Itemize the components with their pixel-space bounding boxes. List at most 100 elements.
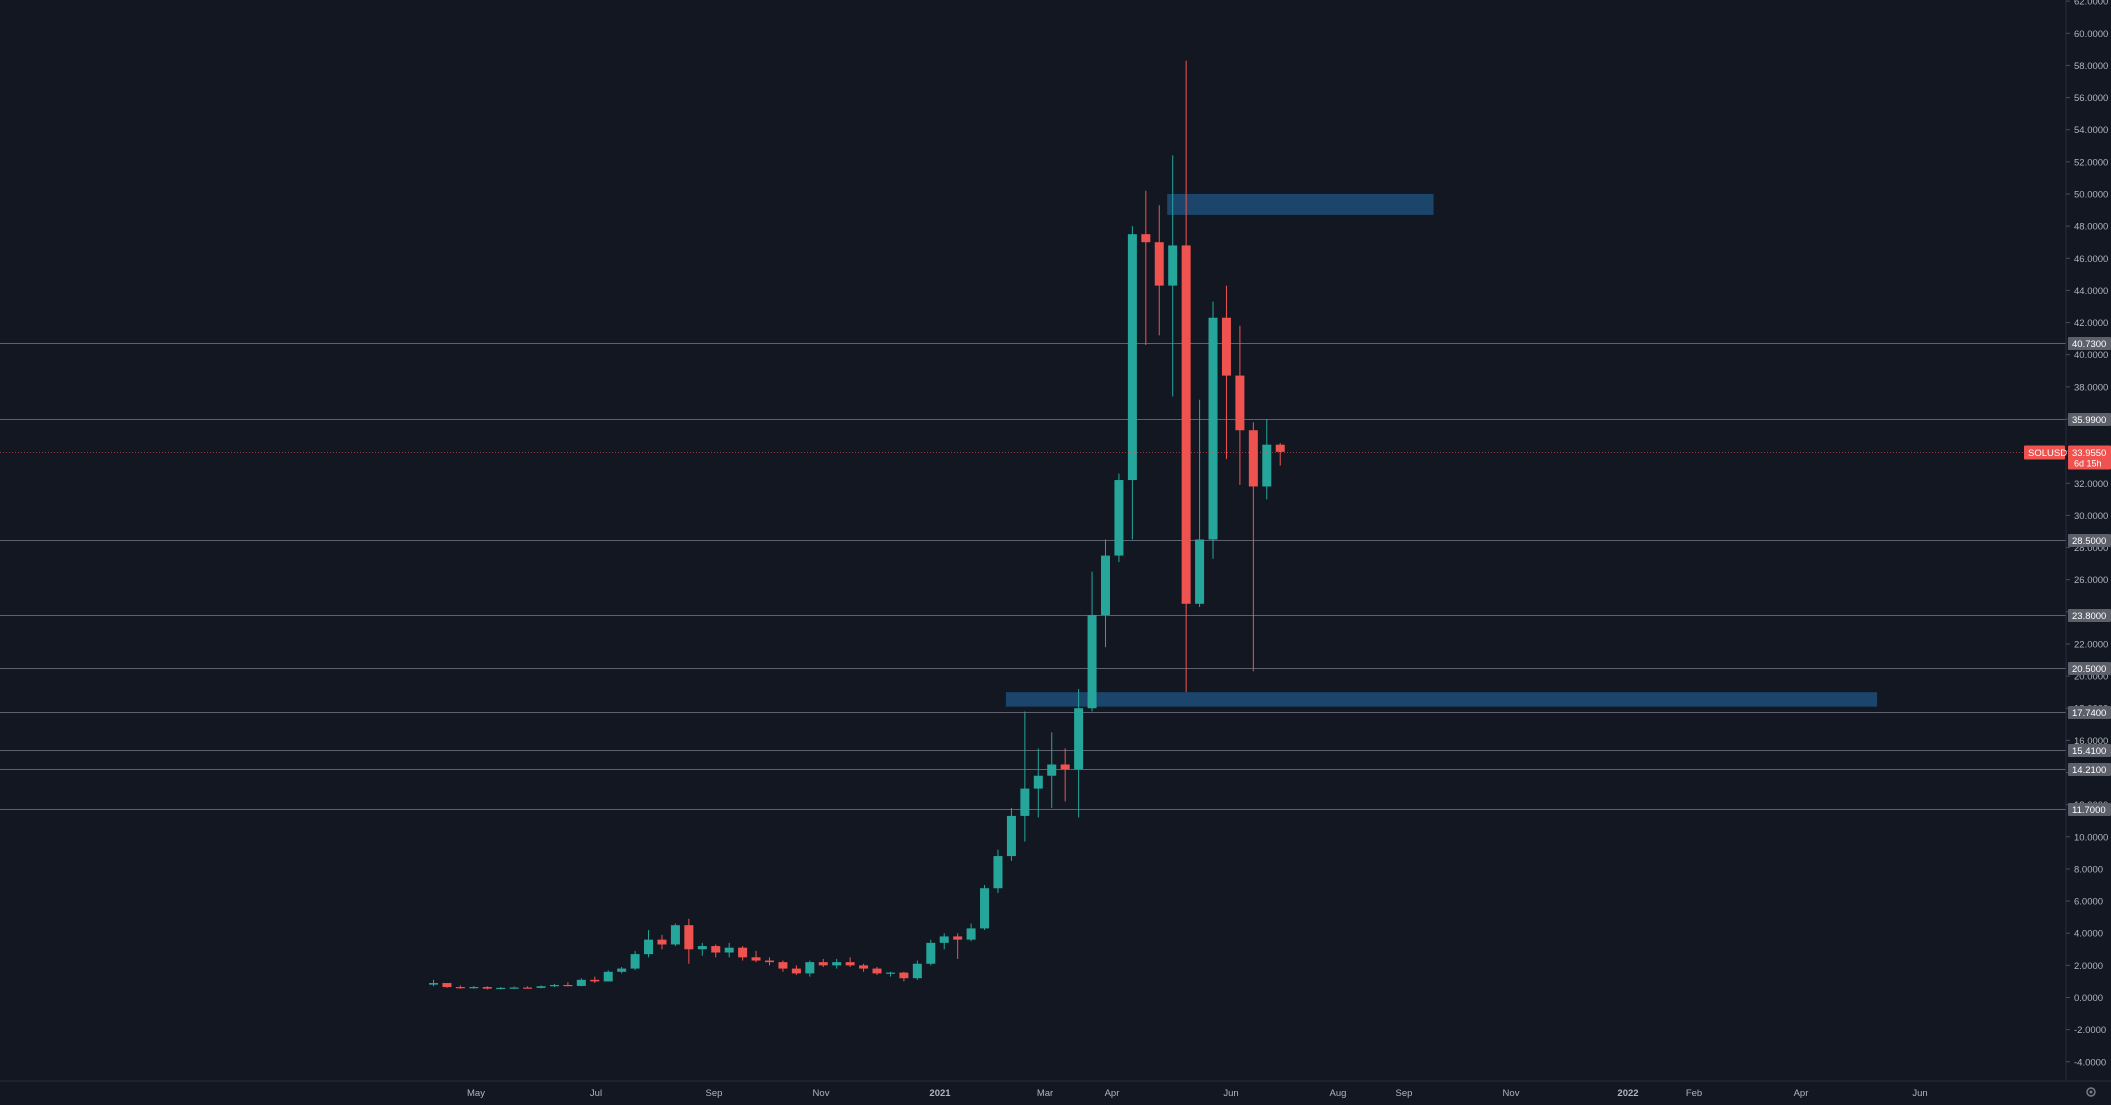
x-tick-label: Apr [1794, 1088, 1809, 1099]
candle[interactable] [738, 946, 748, 961]
candle[interactable] [1141, 190, 1151, 346]
candle[interactable] [590, 976, 600, 984]
candle[interactable] [993, 849, 1003, 894]
y-tick-label: 54.0000 [2074, 125, 2108, 136]
candle[interactable] [791, 965, 801, 976]
y-tick-label: 42.0000 [2074, 318, 2108, 329]
candle-body [1221, 317, 1231, 376]
candle[interactable] [765, 957, 774, 966]
symbol-badge: SOLUSD [2024, 445, 2067, 460]
level-price-badge: 35.9900 [2068, 413, 2111, 426]
candle[interactable] [832, 958, 842, 969]
y-tick-label: 6.0000 [2074, 897, 2103, 908]
candle[interactable] [469, 985, 479, 989]
candle[interactable] [885, 971, 895, 977]
candle[interactable] [805, 960, 815, 977]
candle[interactable] [778, 960, 788, 972]
candle[interactable] [617, 966, 627, 974]
candle[interactable] [859, 963, 869, 972]
candle[interactable] [630, 950, 640, 971]
candle[interactable] [751, 950, 761, 963]
candle[interactable] [670, 923, 680, 947]
candle[interactable] [563, 982, 573, 987]
y-tick-label: 48.0000 [2074, 222, 2108, 233]
candle[interactable] [684, 918, 694, 964]
candle[interactable] [1006, 807, 1016, 861]
settings-gear-icon[interactable] [2086, 1087, 2096, 1097]
candle[interactable] [1087, 571, 1097, 712]
horizontal-levels [0, 343, 2066, 810]
candle-body [711, 946, 721, 953]
candle[interactable] [1195, 399, 1205, 607]
candle[interactable] [872, 966, 882, 976]
candle-body [912, 963, 922, 979]
y-tick-label: 46.0000 [2074, 254, 2108, 265]
candle[interactable] [711, 944, 721, 958]
candle-body [738, 947, 748, 958]
candle[interactable] [1020, 711, 1030, 842]
candle[interactable] [939, 933, 949, 950]
candle[interactable] [536, 985, 546, 989]
candle[interactable] [549, 983, 559, 988]
candle[interactable] [1060, 748, 1070, 802]
candle[interactable] [509, 986, 519, 989]
x-tick-label: Jul [590, 1088, 602, 1099]
candle[interactable] [953, 933, 963, 959]
candle[interactable] [1033, 748, 1043, 818]
candle[interactable] [1168, 155, 1178, 397]
candle[interactable] [1074, 688, 1084, 818]
candle[interactable] [926, 939, 936, 966]
candle[interactable] [429, 979, 438, 987]
candle[interactable] [980, 885, 990, 931]
y-tick-label: 30.0000 [2074, 511, 2108, 522]
candle[interactable] [576, 978, 586, 987]
zone-rect[interactable] [1005, 692, 1878, 707]
candle[interactable] [818, 958, 828, 967]
x-tick-label: 2021 [929, 1088, 951, 1099]
candle[interactable] [1127, 226, 1137, 540]
candle[interactable] [912, 960, 922, 980]
candle[interactable] [657, 934, 667, 950]
candle[interactable] [966, 923, 976, 942]
zone-rect[interactable] [1167, 194, 1434, 215]
candle[interactable] [1047, 732, 1057, 808]
level-price-label: 15.4100 [2072, 746, 2106, 757]
candle[interactable] [1262, 418, 1272, 500]
candle-body [1154, 242, 1164, 286]
candle-body [993, 856, 1003, 889]
candle[interactable] [899, 971, 909, 982]
level-price-label: 35.9900 [2072, 415, 2106, 426]
x-tick-label: Feb [1686, 1088, 1702, 1099]
candle-body [845, 962, 855, 966]
candle[interactable] [496, 987, 506, 990]
candle[interactable] [1114, 473, 1124, 563]
time-axis[interactable]: May Jul Sep Nov 2021 Mar Apr Jun Aug Sep Nov 2022 Fe… [467, 1088, 1928, 1099]
candle[interactable] [644, 930, 654, 958]
x-tick-label: Sep [706, 1088, 723, 1099]
candle[interactable] [1181, 60, 1191, 693]
candle[interactable] [1208, 301, 1218, 559]
candle[interactable] [697, 942, 707, 956]
candle[interactable] [482, 986, 492, 990]
candle[interactable] [1154, 205, 1164, 336]
candle[interactable] [1248, 422, 1258, 672]
candle[interactable] [845, 957, 855, 967]
candle-body [1248, 430, 1258, 487]
x-tick-label: Nov [813, 1088, 830, 1099]
candle-body [576, 979, 586, 986]
candle[interactable] [1101, 539, 1110, 648]
candle[interactable] [442, 983, 452, 988]
candle[interactable] [455, 985, 465, 989]
candle[interactable] [1275, 443, 1285, 466]
candle[interactable] [724, 942, 734, 958]
candle-body [630, 954, 640, 969]
candle[interactable] [1235, 325, 1245, 485]
y-tick-label: 60.0000 [2074, 29, 2108, 40]
candle[interactable] [1221, 285, 1231, 460]
candle[interactable] [603, 970, 613, 982]
x-tick-label: Aug [1330, 1088, 1347, 1099]
candle-body [724, 947, 734, 953]
candle[interactable] [523, 986, 533, 989]
